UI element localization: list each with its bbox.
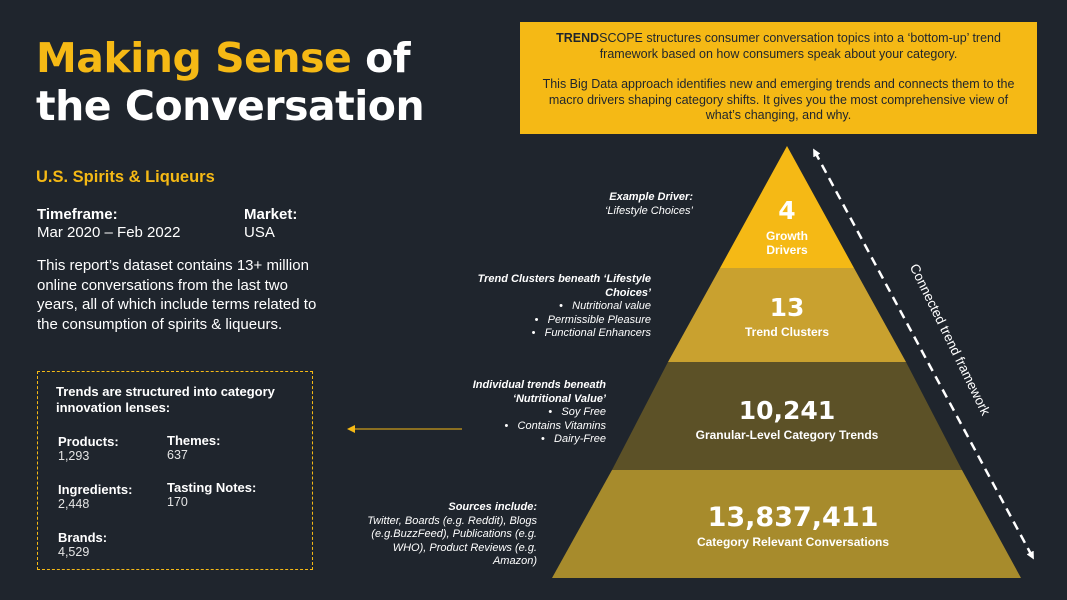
tier-label: Trend Clusters (744, 325, 830, 339)
annotation-sources: Sources include: Twitter, Boards (e.g. R… (350, 501, 537, 569)
lens-themes: Themes: 637 (167, 433, 220, 463)
tier-conversations: 13,837,411 Category Relevant Conversatio… (600, 504, 986, 549)
lens-value: 4,529 (58, 545, 90, 559)
annotation-individual-trends: Individual trends beneath ‘Nutritional V… (440, 379, 606, 447)
annotation-list-item: Nutritional value (460, 300, 651, 314)
brand-rest: SCOPE (599, 31, 643, 45)
tier-number: 13,837,411 (707, 502, 879, 533)
timeframe-label: Timeframe: (37, 206, 118, 223)
tier-label: Growth Drivers (766, 229, 808, 257)
tier-trend-clusters: 13 Trend Clusters (690, 295, 884, 339)
left-pointer-arrow-head (347, 425, 355, 433)
annotation-text: ‘Lifestyle Choices’ (604, 204, 693, 217)
lens-brands: Brands: 4,529 (58, 530, 107, 560)
annotation-list-item: Contains Vitamins (440, 420, 606, 434)
page-title: Making Sense of the Conversation (36, 34, 425, 130)
lens-products: Products: 1,293 (58, 434, 119, 464)
lens-value: 170 (167, 495, 188, 509)
annotation-title: Trend Clusters beneath ‘Lifestyle Choice… (477, 273, 651, 299)
lens-tasting-notes: Tasting Notes: 170 (167, 480, 256, 510)
tier-number: 4 (778, 196, 796, 225)
lens-value: 1,293 (58, 449, 90, 463)
lens-label: Tasting Notes: (167, 480, 257, 495)
annotation-list-item: Functional Enhancers (460, 327, 651, 341)
annotation-example-driver: Example Driver: ‘Lifestyle Choices’ (560, 191, 693, 218)
lens-label: Products: (58, 434, 119, 449)
connected-framework-arrow (813, 148, 1034, 560)
lens-label: Ingredients: (58, 482, 133, 497)
tier-number: 10,241 (738, 396, 836, 425)
tier-label: Granular-Level Category Trends (695, 428, 879, 442)
info-p1-text: structures consumer conversation topics … (599, 31, 1001, 61)
market-value: USA (244, 224, 275, 241)
lenses-heading: Trends are structured into category inno… (56, 384, 275, 415)
title-line2: the Conversation (36, 82, 425, 130)
title-accent: Making Sense (36, 34, 352, 82)
annotation-list-item: Soy Free (440, 406, 606, 420)
annotation-trend-clusters: Trend Clusters beneath ‘Lifestyle Choice… (460, 273, 651, 341)
dataset-description: This report’s dataset contains 13+ milli… (37, 257, 317, 333)
tier-growth-drivers: 4 Growth Drivers (720, 198, 854, 257)
annotation-list-item: Permissible Pleasure (460, 314, 651, 328)
annotation-title: Individual trends beneath ‘Nutritional V… (472, 379, 606, 405)
lens-value: 637 (167, 448, 188, 462)
info-paragraph-2: This Big Data approach identifies new an… (542, 77, 1015, 122)
annotation-list-item: Dairy-Free (440, 433, 606, 447)
market-label: Market: (244, 206, 298, 223)
tier-category-trends: 10,241 Granular-Level Category Trends (640, 398, 934, 442)
tier-number: 13 (769, 293, 805, 322)
timeframe-value: Mar 2020 – Feb 2022 (37, 224, 181, 241)
title-line1-rest: of (365, 34, 411, 82)
annotation-title: Sources include: (448, 501, 537, 513)
lens-value: 2,448 (58, 497, 90, 511)
info-paragraph-1: TRENDSCOPE structures consumer conversat… (534, 31, 1023, 62)
annotation-text: Twitter, Boards (e.g. Reddit), Blogs (e.… (367, 514, 537, 568)
annotation-list: Nutritional value Permissible Pleasure F… (460, 300, 651, 341)
innovation-lenses-box: Trends are structured into category inno… (37, 371, 313, 570)
trendscope-info-box: TRENDSCOPE structures consumer conversat… (520, 22, 1037, 134)
annotation-list: Soy Free Contains Vitamins Dairy-Free (440, 406, 606, 447)
brand-bold: TREND (556, 31, 600, 45)
lens-label: Brands: (58, 530, 108, 545)
category-subtitle: U.S. Spirits & Liqueurs (36, 168, 215, 186)
lens-ingredients: Ingredients: 2,448 (58, 482, 132, 512)
annotation-title: Example Driver: (609, 191, 693, 203)
lens-label: Themes: (167, 433, 221, 448)
tier-label: Category Relevant Conversations (696, 535, 890, 549)
